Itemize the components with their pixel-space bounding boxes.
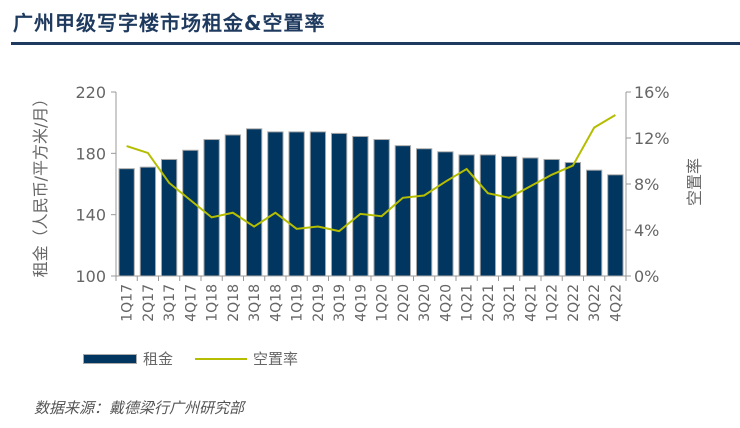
x-tick-label: 1Q18: [205, 284, 221, 322]
y-tick-label: 180: [75, 144, 106, 163]
bar: [458, 154, 475, 277]
x-tick-label: 2Q20: [396, 284, 412, 322]
x-tick-label: 1Q21: [460, 284, 476, 322]
x-tick-label: 4Q21: [523, 284, 539, 322]
title-divider: [11, 42, 740, 45]
x-tick-label: 4Q19: [353, 284, 369, 322]
bar: [203, 139, 220, 277]
bar: [607, 174, 624, 277]
bar: [245, 128, 263, 277]
x-tick-label: 1Q22: [545, 284, 561, 322]
bar: [437, 151, 454, 277]
x-tick-label: 1Q19: [290, 284, 306, 322]
bar: [118, 168, 135, 277]
x-tick-label: 2Q17: [141, 284, 157, 322]
x-tick-label: 4Q18: [268, 284, 284, 322]
bar: [585, 169, 603, 277]
bar: [160, 158, 178, 277]
x-tick-label: 1Q20: [375, 284, 391, 322]
legend-swatch-bar: [83, 353, 137, 364]
bar: [373, 139, 390, 277]
bar: [288, 131, 305, 277]
y2-tick-label: 12%: [634, 129, 670, 148]
y2-tick-label: 0%: [634, 267, 659, 286]
y-tick-label: 220: [75, 83, 106, 102]
bar: [415, 148, 433, 277]
x-tick-label: 2Q21: [481, 284, 497, 322]
bar: [224, 134, 242, 277]
x-tick-label: 3Q22: [587, 284, 603, 322]
x-tick-label: 2Q19: [311, 284, 327, 322]
x-tick-label: 3Q21: [502, 284, 518, 322]
legend-item-rent: 租金: [83, 348, 173, 369]
x-tick-label: 3Q19: [332, 284, 348, 322]
legend-label-rent: 租金: [143, 350, 174, 368]
bar: [522, 157, 539, 277]
x-tick-label: 4Q17: [183, 284, 199, 322]
legend-item-vacancy: 空置率: [195, 348, 298, 369]
x-tick-label: 3Q17: [162, 284, 178, 322]
bar: [139, 166, 157, 277]
bar: [267, 131, 284, 277]
bar: [330, 132, 348, 277]
bar: [479, 154, 497, 277]
x-tick-label: 2Q22: [566, 284, 582, 322]
bar: [564, 162, 582, 277]
legend-label-vacancy: 空置率: [253, 350, 299, 368]
bar: [500, 155, 518, 277]
source-note: 数据来源：戴德梁行广州研究部: [34, 399, 245, 417]
legend-swatch-line: [195, 357, 247, 360]
x-tick-label: 1Q17: [120, 284, 136, 322]
bar: [352, 135, 369, 277]
bar: [309, 131, 327, 277]
y2-axis-title: 空置率: [685, 158, 704, 206]
bar: [182, 149, 199, 277]
chart-title: 广州甲级写字楼市场租金&空置率: [13, 11, 326, 35]
y-tick-label: 100: [75, 267, 106, 286]
bar: [394, 145, 412, 277]
y-axis-title: 租金（人民币/平方米/月）: [31, 91, 50, 278]
x-tick-label: 2Q18: [226, 284, 242, 322]
x-tick-label: 4Q20: [438, 284, 454, 322]
y-tick-label: 140: [75, 206, 106, 225]
x-tick-label: 3Q20: [417, 284, 433, 322]
y2-tick-label: 16%: [634, 83, 670, 102]
x-tick-label: 4Q22: [608, 284, 624, 322]
vacancy-line: [126, 114, 616, 233]
x-tick-label: 3Q18: [247, 284, 263, 322]
y2-tick-label: 8%: [634, 175, 659, 194]
y2-tick-label: 4%: [634, 221, 659, 240]
bar: [543, 158, 560, 277]
